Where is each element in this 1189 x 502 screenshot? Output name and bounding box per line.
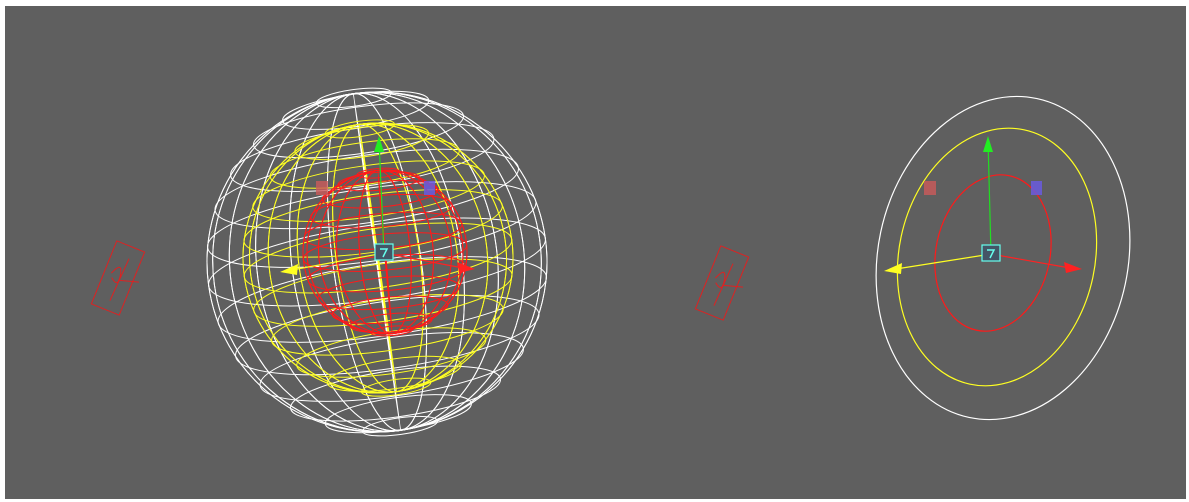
- gizmo-arrow-x: [457, 262, 475, 273]
- light-frame: [90, 240, 146, 316]
- gizmo-center: [981, 244, 1001, 262]
- gizmo-handle-red: [316, 181, 328, 195]
- gizmo-handle-red: [924, 181, 936, 195]
- light-icon: [90, 240, 146, 316]
- gizmo-axis-y: [987, 139, 992, 255]
- disc-outline: [934, 174, 1052, 332]
- gizmo-center-glyph: [380, 248, 389, 258]
- gizmo-axis-z: [291, 252, 385, 271]
- longitude-line: [248, 122, 508, 394]
- longitude-line: [212, 91, 542, 433]
- wireframe-sphere: [302, 167, 468, 337]
- disc-outline: [875, 95, 1131, 421]
- gizmo-axis-y: [378, 139, 385, 254]
- light-glyph: [109, 258, 140, 301]
- light-glyph: [713, 263, 744, 306]
- longitude-line: [306, 169, 464, 335]
- gizmo-axis-x: [383, 252, 464, 269]
- gizmo-handle-blue: [1031, 181, 1042, 195]
- gizmo-arrow-y: [374, 136, 384, 152]
- wireframe-sphere: [206, 87, 548, 437]
- gizmo-axis-x: [990, 253, 1071, 269]
- gizmo-arrow-x: [1064, 262, 1082, 273]
- gizmo-center-glyph: [987, 249, 996, 259]
- transform-gizmo: [280, 136, 475, 275]
- gizmo-center: [374, 243, 394, 261]
- disc-outline: [896, 127, 1098, 387]
- gizmo-arrow-z: [884, 263, 902, 274]
- gizmo-axis-z: [895, 253, 992, 270]
- light-icon: [694, 245, 750, 321]
- transform-gizmo: [884, 136, 1082, 274]
- viewport-background: [5, 6, 1186, 499]
- gizmo-arrow-y: [983, 136, 993, 152]
- scene: [90, 87, 1131, 437]
- gizmo-arrow-z: [280, 264, 298, 275]
- gizmo-handle-blue: [424, 181, 435, 195]
- light-frame: [694, 245, 750, 321]
